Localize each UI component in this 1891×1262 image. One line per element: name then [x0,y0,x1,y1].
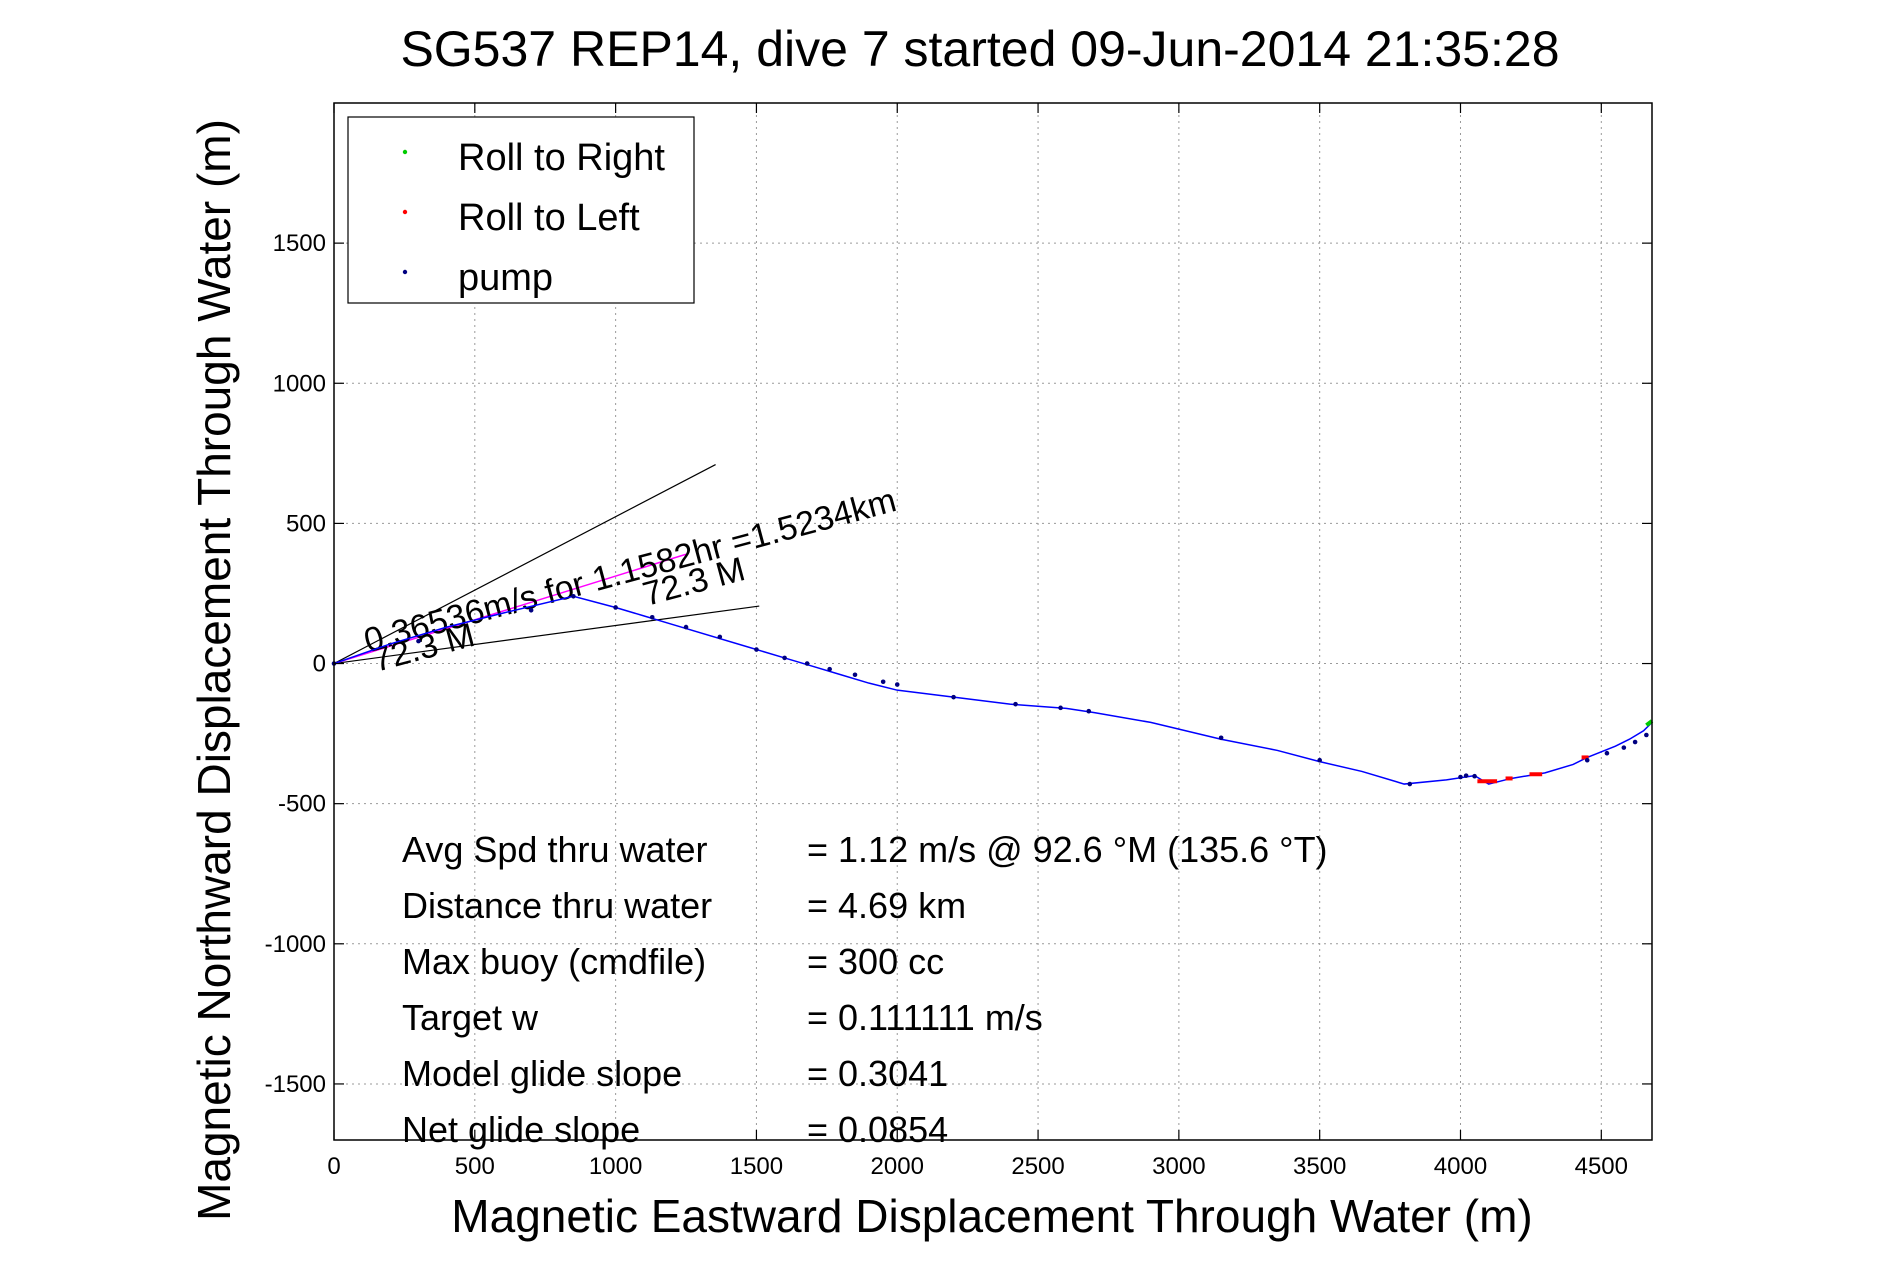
y-tick-label: -1500 [265,1071,326,1098]
y-axis-label: Magnetic Northward Displacement Through … [188,119,240,1221]
pump-point [1472,773,1477,779]
x-tick-label: 3000 [1152,1153,1205,1180]
summary-value: = 0.3041 [807,1053,948,1094]
legend-marker [402,149,408,155]
x-tick-label: 3500 [1293,1153,1346,1180]
pump-point [1604,750,1610,756]
y-tick-label: 0 [313,651,326,678]
pump-point [1407,781,1413,787]
pump-point [852,672,858,678]
pump-point [613,605,618,610]
heading-line [333,464,716,665]
pump-point [416,638,421,644]
y-tick-label: -500 [278,791,326,818]
pump-point [880,679,886,685]
pump-point [1632,739,1638,745]
pump-point [1086,708,1092,714]
summary-text-block: Avg Spd thru water = 1.12 m/s @ 92.6 °M (… [402,829,1328,1150]
pump-point [1621,745,1627,750]
x-tick-label: 2500 [1011,1153,1064,1180]
pump-point [1463,773,1469,778]
summary-value: = 1.12 m/s @ 92.6 °M (135.6 °T) [807,829,1328,870]
summary-label: Avg Spd thru water [402,829,708,870]
summary-value: = 300 cc [807,941,944,982]
legend-marker [402,209,408,215]
summary-label: Distance thru water [402,885,712,926]
x-tick-label: 2000 [871,1153,924,1180]
legend-label: Roll to Right [458,137,665,179]
pump-point [571,593,576,599]
summary-value: = 4.69 km [807,885,966,926]
pump-point [951,694,956,700]
summary-label: Net glide slope [402,1109,640,1150]
pump-point [1458,774,1463,780]
heading-line [333,605,760,665]
pump-point [827,666,832,672]
legend-marker [402,269,408,275]
summary-value: = 0.0854 [807,1109,948,1150]
chart-title: SG537 REP14, dive 7 started 09-Jun-2014 … [400,21,1559,77]
pump-point [1013,701,1018,707]
roll-right-segment [1645,719,1654,727]
y-tick-label: -1000 [265,931,326,958]
x-tick-label: 1500 [730,1153,783,1180]
pump-point [1644,732,1649,738]
pump-point [1584,757,1590,763]
summary-label: Max buoy (cmdfile) [402,941,706,982]
pump-point [804,661,810,666]
pump-point [894,682,900,687]
x-tick-label: 4500 [1575,1153,1628,1180]
pump-point [1058,705,1063,711]
pump-point [717,634,723,640]
pump-point [649,614,655,620]
summary-label: Target w [402,997,539,1038]
legend-label: pump [458,257,553,299]
plot-area-frame [333,102,1653,1141]
summary-value: = 0.111111 m/s [807,997,1043,1038]
pump-point [1218,735,1224,741]
summary-label: Model glide slope [402,1053,682,1094]
pump-point [528,607,534,613]
x-tick-label: 0 [327,1153,340,1180]
pump-point [754,647,759,652]
x-axis-label: Magnetic Eastward Displacement Through W… [451,1190,1532,1242]
pump-point [683,624,689,630]
y-tick-label: 500 [286,510,326,537]
x-tick-label: 500 [455,1153,495,1180]
x-tick-label: 4000 [1434,1153,1487,1180]
bearing-line [333,553,687,665]
pump-point [1317,757,1322,763]
pump-point [782,655,787,661]
y-tick-label: 1000 [273,370,326,397]
axis-ticks: 0 500 1000 1500 2000 2500 3000 3500 4000 4500 -150… [265,103,1652,1180]
y-tick-label: 1500 [273,230,326,257]
data-layer [331,593,1654,787]
legend: Roll to Right Roll to Left pump [347,116,695,304]
track-line [333,595,1653,785]
legend-label: Roll to Left [458,197,640,239]
x-tick-label: 1000 [589,1153,642,1180]
